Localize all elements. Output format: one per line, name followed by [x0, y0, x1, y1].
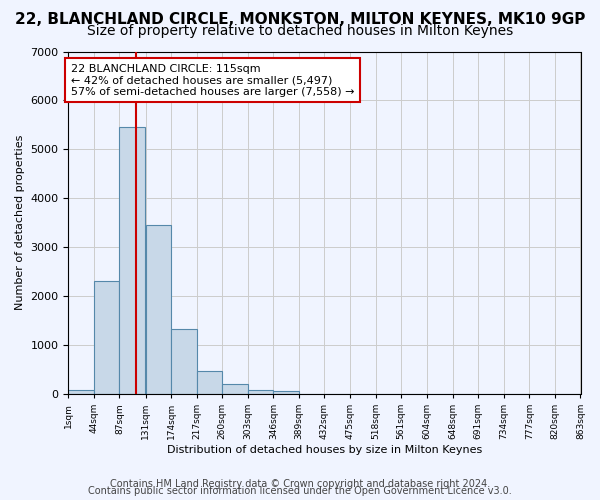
Text: Contains HM Land Registry data © Crown copyright and database right 2024.: Contains HM Land Registry data © Crown c…: [110, 479, 490, 489]
X-axis label: Distribution of detached houses by size in Milton Keynes: Distribution of detached houses by size …: [167, 445, 482, 455]
Bar: [248, 390, 274, 394]
Text: Size of property relative to detached houses in Milton Keynes: Size of property relative to detached ho…: [87, 24, 513, 38]
Text: 22 BLANCHLAND CIRCLE: 115sqm
← 42% of detached houses are smaller (5,497)
57% of: 22 BLANCHLAND CIRCLE: 115sqm ← 42% of de…: [71, 64, 354, 97]
Bar: [197, 371, 222, 394]
Y-axis label: Number of detached properties: Number of detached properties: [15, 135, 25, 310]
Bar: [146, 225, 171, 394]
Text: Contains public sector information licensed under the Open Government Licence v3: Contains public sector information licen…: [88, 486, 512, 496]
Bar: [68, 390, 94, 394]
Bar: [171, 329, 197, 394]
Bar: [94, 282, 119, 394]
Bar: [119, 128, 145, 394]
Text: 22, BLANCHLAND CIRCLE, MONKSTON, MILTON KEYNES, MK10 9GP: 22, BLANCHLAND CIRCLE, MONKSTON, MILTON …: [15, 12, 585, 28]
Bar: [274, 392, 299, 394]
Bar: [222, 384, 248, 394]
